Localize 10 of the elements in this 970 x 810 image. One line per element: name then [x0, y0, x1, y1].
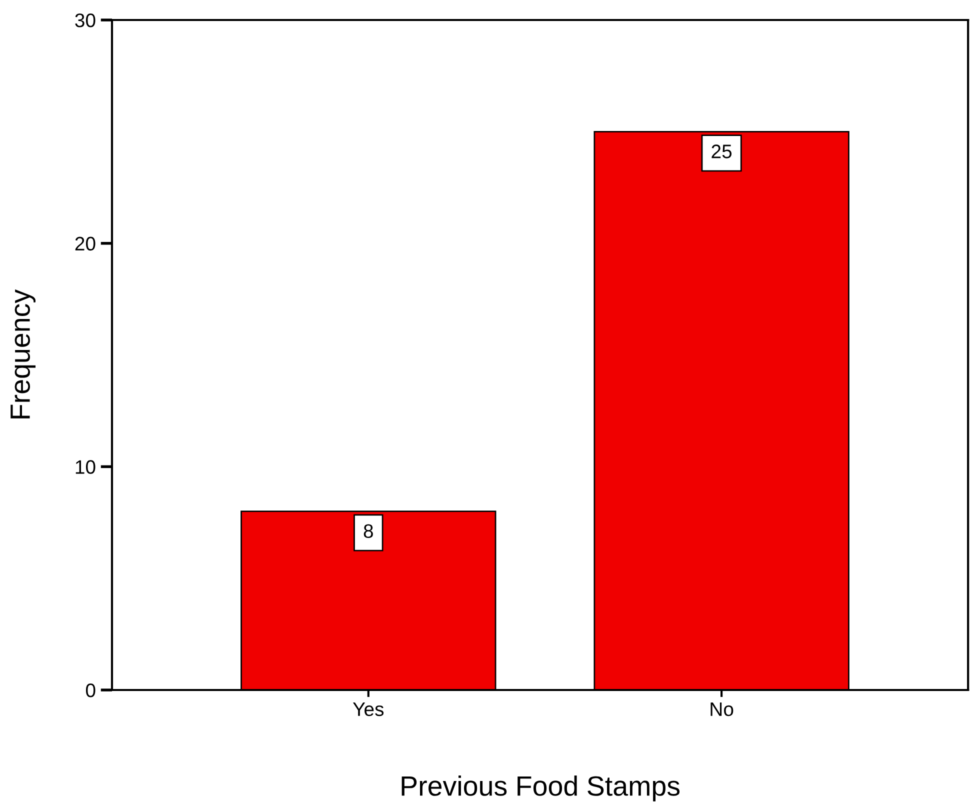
y-tick-label: 20	[75, 236, 96, 251]
y-tick-label: 10	[76, 460, 96, 474]
x-tick-label: No	[710, 702, 734, 716]
data-label: 8	[364, 524, 373, 538]
y-tick-label: 0	[86, 683, 96, 698]
y-tick-label: 30	[75, 13, 96, 28]
x-tick-label: Yes	[352, 702, 384, 716]
x-axis-title: Previous Food Stamps	[402, 775, 680, 802]
y-axis-title: Frequency	[10, 289, 36, 418]
data-label: 25	[712, 144, 732, 158]
